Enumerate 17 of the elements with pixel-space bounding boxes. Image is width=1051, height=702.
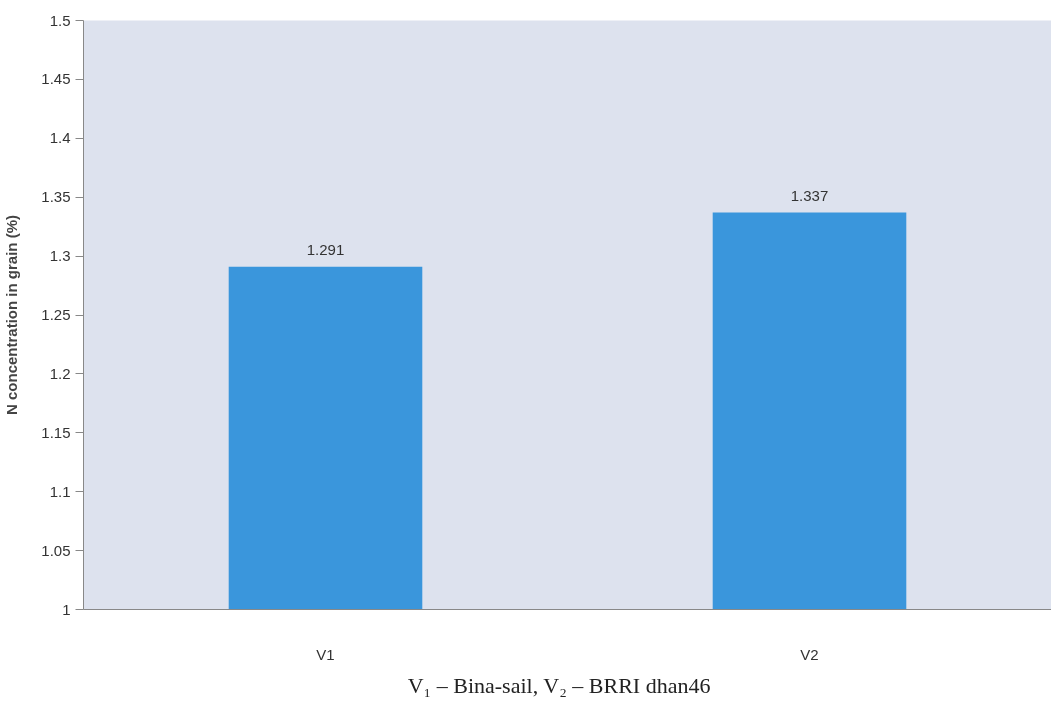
y-tick-label: 1.25 xyxy=(41,306,71,323)
y-tick-label: 1.15 xyxy=(41,423,71,441)
y-tick-label: 1.3 xyxy=(49,247,71,265)
y-tick-label: 1.45 xyxy=(41,70,71,88)
data-label: 1.291 xyxy=(306,240,345,258)
y-tick-label: 1.35 xyxy=(41,188,71,206)
y-axis-title: N concentration in grain (%) xyxy=(3,214,21,415)
text: V₁ – Bina-sail, V₂ – BRRI dhan46 xyxy=(407,672,711,698)
y-tick-label: 1 xyxy=(62,600,71,618)
x-tick-label: V1 xyxy=(316,645,335,663)
y-tick-label: 1.05 xyxy=(41,541,71,559)
y-tick-label: 1.5 xyxy=(49,11,71,29)
y-tick-label: 1.2 xyxy=(49,364,71,382)
y-tick-label: 1.1 xyxy=(49,482,71,500)
data-label: 1.337 xyxy=(790,186,829,204)
y-tick-label: 1.4 xyxy=(49,129,71,147)
x-tick-label: V2 xyxy=(800,645,819,663)
